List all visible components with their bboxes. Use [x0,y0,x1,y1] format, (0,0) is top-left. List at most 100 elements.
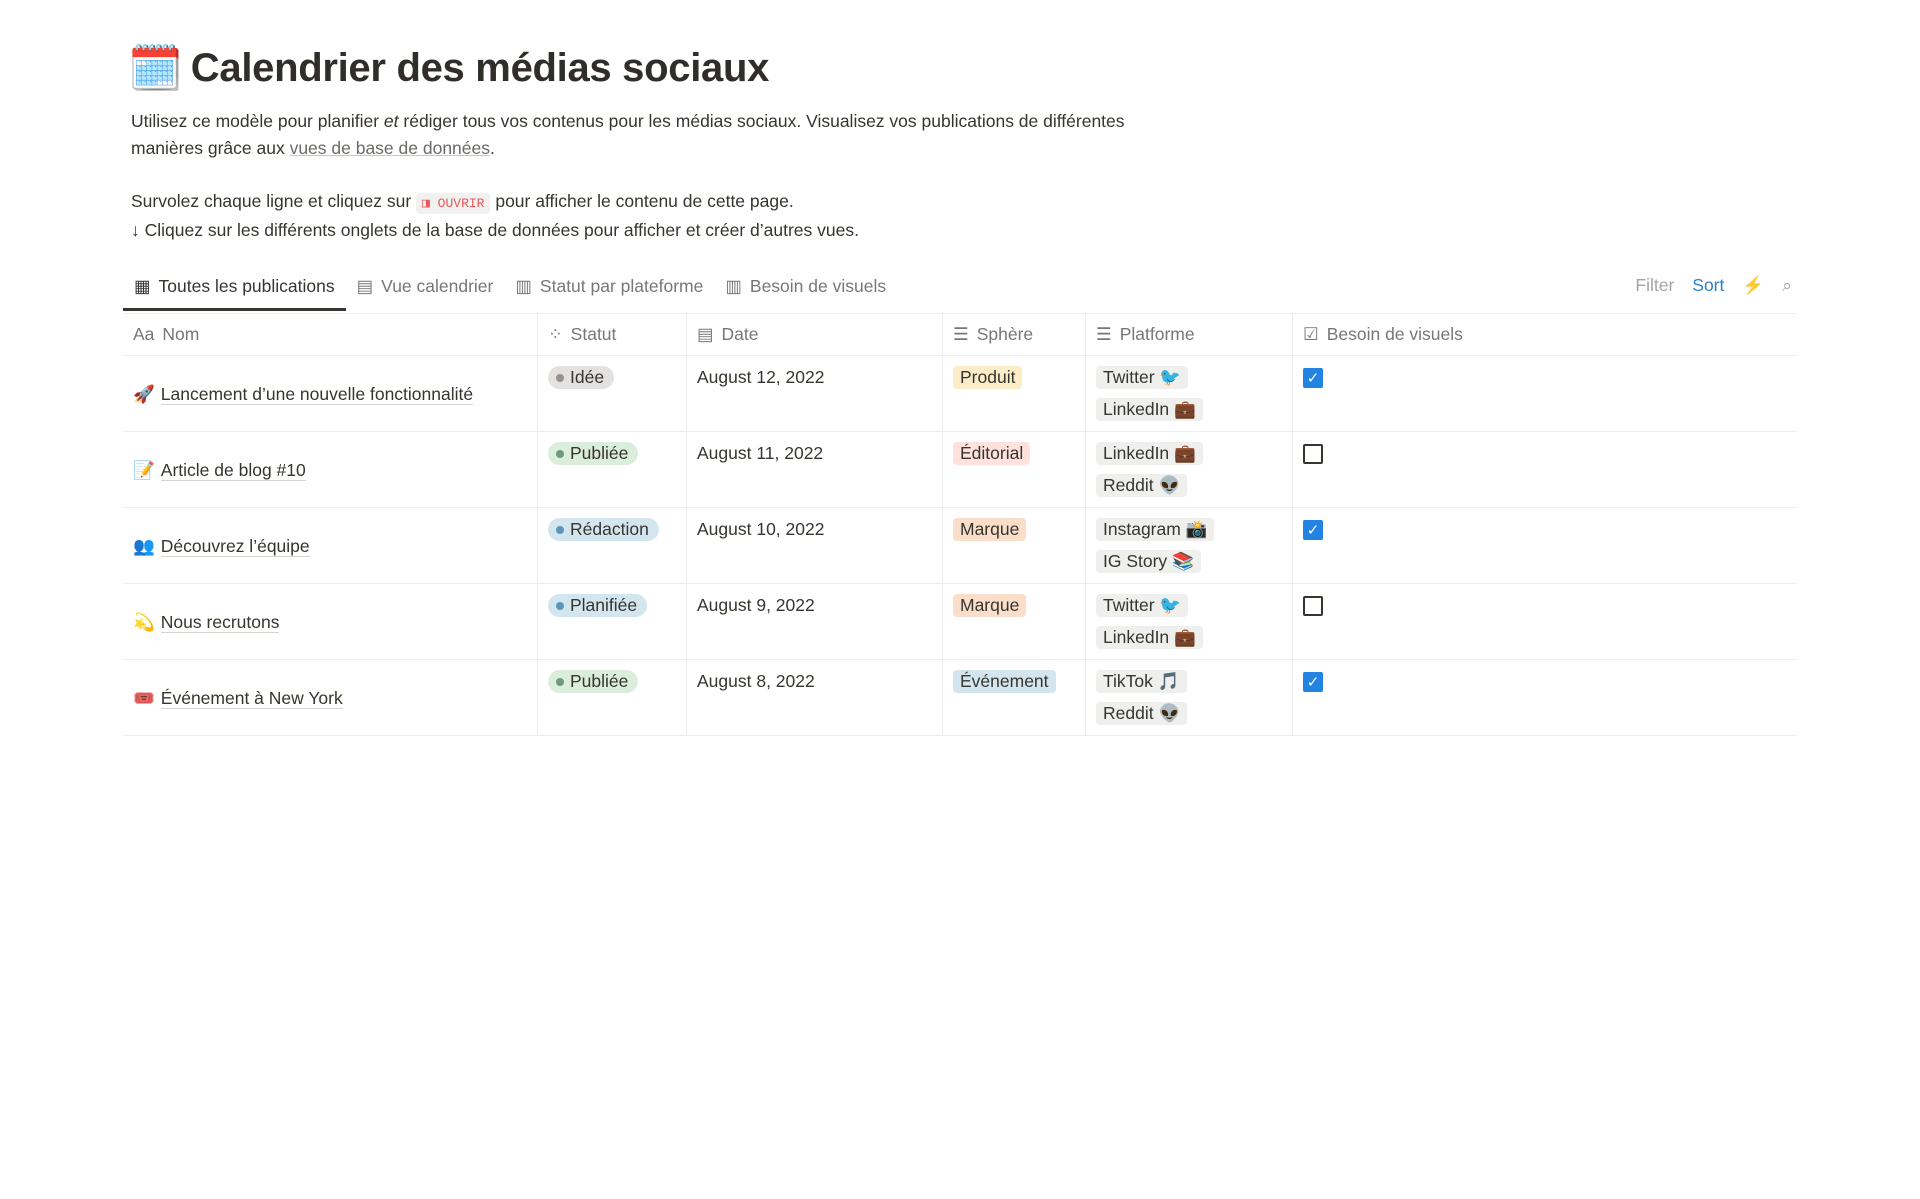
sphere-tag[interactable]: Produit [953,366,1023,389]
tab-2[interactable]: ▥ Statut par plateforme [504,270,714,309]
table-row[interactable]: 📝 Article de blog #10 Publiée August 11, … [123,432,1797,508]
column-label: Sphère [976,324,1034,344]
column-header[interactable]: ▤ Date [687,314,943,355]
status-dot [556,525,564,534]
calendar-icon: ▤ [356,276,374,296]
platform-tag[interactable]: Instagram 📸 [1096,518,1215,541]
visuals-checkbox[interactable] [1303,444,1323,464]
desc-text: rédiger tous vos contenus pour les média… [131,111,1125,158]
sphere-tag[interactable]: Éditorial [953,442,1031,465]
board-icon: ▥ [515,276,532,296]
board-icon: ▥ [725,276,742,296]
page-header: 🗓️ Calendrier des médias sociaux [128,46,769,91]
visuals-checkbox[interactable] [1303,596,1323,616]
row-emoji-icon: 👥 [133,536,155,556]
table-row[interactable]: 🎟️ Événement à New York Publiée August 8,… [123,660,1797,736]
tab-0[interactable]: ▦ Toutes les publications [123,270,346,311]
status-label: Rédaction [570,519,649,539]
date-cell[interactable]: August 10, 2022 [687,508,943,583]
status-label: Publiée [570,443,629,463]
database-views-link[interactable]: vues de base de données [289,138,491,158]
column-type-icon: ▤ [697,324,714,344]
desc-text: Utilisez ce modèle pour planifier [131,111,384,131]
desc-text: . [490,138,495,158]
status-dot [556,373,564,382]
column-label: Statut [570,324,617,344]
table-icon: ▦ [134,276,151,296]
tab-label: Toutes les publications [158,276,335,296]
page-title: Calendrier des médias sociaux [190,46,770,90]
status-badge[interactable]: Publiée [548,442,639,465]
date-cell[interactable]: August 8, 2022 [687,660,943,735]
desc-text: Survolez chaque ligne et cliquez sur [131,191,417,211]
visuals-checkbox[interactable]: ✓ [1303,672,1323,692]
filter-button[interactable]: Filter [1635,275,1675,295]
column-label: Besoin de visuels [1326,324,1463,344]
row-emoji-icon: 🚀 [133,384,155,404]
visuals-checkbox[interactable]: ✓ [1303,368,1323,388]
column-label: Date [721,324,759,344]
lightning-icon[interactable]: ⚡ [1742,275,1765,295]
tab-label: Statut par plateforme [539,276,704,296]
column-type-icon: ☰ [953,324,969,344]
table-header: Aa Nom ⁘ Statut ▤ Date ☰ Sphère ☰ Platforme ☑ Besoi… [123,314,1797,356]
view-tabs: ▦ Toutes les publications ▤ Vue calendrier ▥… [123,270,1797,312]
status-dot [556,449,564,458]
calendar-icon[interactable]: 🗓️ [128,43,183,93]
row-emoji-icon: 💫 [133,612,155,632]
page-description: Utilisez ce modèle pour planifier et réd… [131,108,1131,244]
search-icon[interactable]: ⌕ [1782,275,1792,295]
status-badge[interactable]: Publiée [548,670,639,693]
column-header[interactable]: ⁘ Statut [538,314,687,355]
column-header[interactable]: Aa Nom [123,314,538,355]
visuals-checkbox[interactable]: ✓ [1303,520,1323,540]
status-dot [556,601,564,610]
platform-tag[interactable]: LinkedIn 💼 [1096,398,1203,421]
sphere-tag[interactable]: Événement [953,670,1056,693]
status-label: Publiée [570,671,629,691]
column-header[interactable]: ☰ Sphère [943,314,1086,355]
column-type-icon: ☑ [1303,324,1319,344]
row-title[interactable]: Événement à New York [160,688,343,709]
row-emoji-icon: 🎟️ [133,688,155,708]
column-type-icon: ☰ [1096,324,1112,344]
desc-text: pour afficher le contenu de cette page. [490,191,794,211]
date-cell[interactable]: August 9, 2022 [687,584,943,659]
row-title[interactable]: Découvrez l’équipe [160,536,310,557]
table-row[interactable]: 🚀 Lancement d’une nouvelle fonctionnalité… [123,356,1797,432]
platform-tag[interactable]: Reddit 👽 [1096,474,1188,497]
sphere-tag[interactable]: Marque [953,518,1027,541]
status-label: Planifiée [570,595,638,615]
desc-em: et [383,111,399,131]
column-label: Platforme [1119,324,1195,344]
tab-1[interactable]: ▤ Vue calendrier [346,270,505,309]
row-title[interactable]: Article de blog #10 [160,460,306,481]
status-badge[interactable]: Planifiée [548,594,648,617]
status-label: Idée [570,367,605,387]
platform-tag[interactable]: IG Story 📚 [1096,550,1201,573]
table-row[interactable]: 👥 Découvrez l’équipe Rédaction August 10,… [123,508,1797,584]
row-title[interactable]: Nous recrutons [160,612,280,633]
platform-tag[interactable]: LinkedIn 💼 [1096,442,1203,465]
sort-button[interactable]: Sort [1692,275,1725,295]
row-title[interactable]: Lancement d’une nouvelle fonctionnalité [160,384,474,405]
date-cell[interactable]: August 11, 2022 [687,432,943,507]
tab-3[interactable]: ▥ Besoin de visuels [714,270,897,309]
column-header[interactable]: ☰ Platforme [1086,314,1293,355]
sphere-tag[interactable]: Marque [953,594,1027,617]
platform-tag[interactable]: Twitter 🐦 [1096,366,1189,389]
platform-tag[interactable]: Twitter 🐦 [1096,594,1189,617]
platform-tag[interactable]: TikTok 🎵 [1096,670,1187,693]
column-header[interactable]: ☑ Besoin de visuels [1293,314,1797,355]
tab-label: Besoin de visuels [749,276,887,296]
column-type-icon: ⁘ [548,324,563,344]
status-badge[interactable]: Idée [548,366,615,389]
status-dot [556,677,564,686]
platform-tag[interactable]: Reddit 👽 [1096,702,1188,725]
toolbar: Filter Sort ⚡ ⌕ [1635,275,1792,296]
column-type-icon: Aa [133,324,155,344]
platform-tag[interactable]: LinkedIn 💼 [1096,626,1203,649]
date-cell[interactable]: August 12, 2022 [687,356,943,431]
status-badge[interactable]: Rédaction [548,518,659,541]
table-row[interactable]: 💫 Nous recrutons Planifiée August 9, 2022… [123,584,1797,660]
